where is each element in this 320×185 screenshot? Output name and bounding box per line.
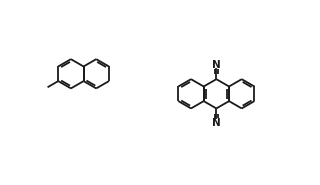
Text: N: N xyxy=(212,60,221,70)
Text: N: N xyxy=(212,118,221,128)
